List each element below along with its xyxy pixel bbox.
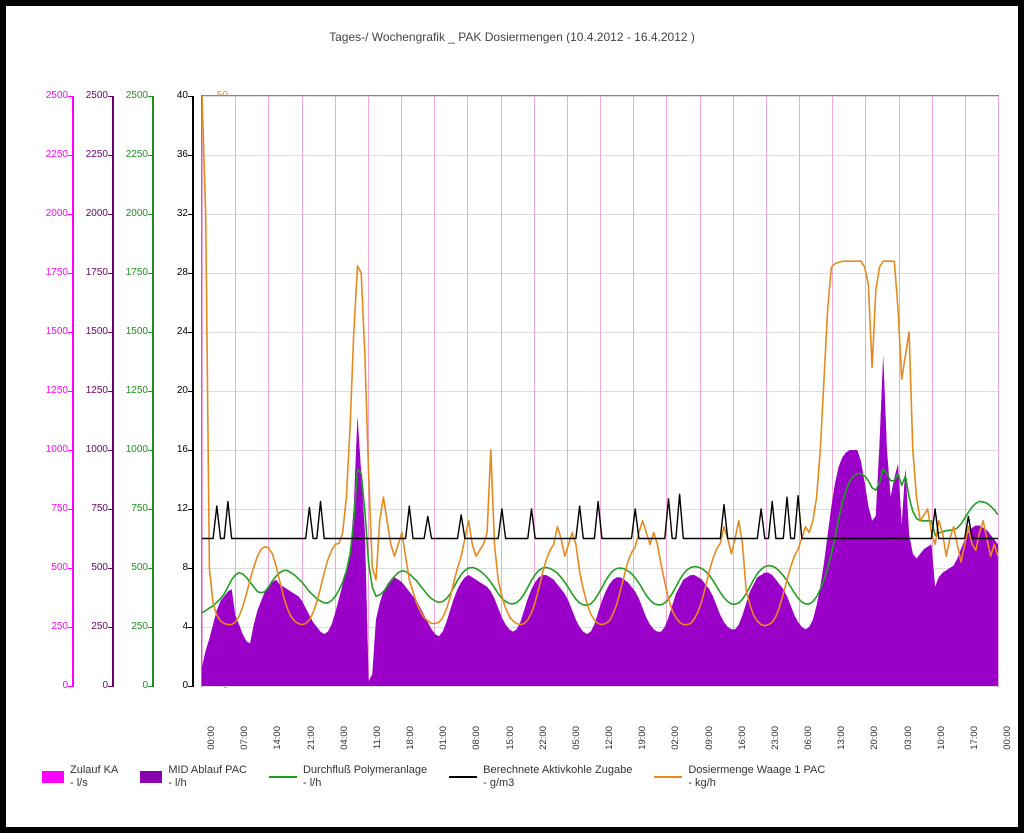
ytick: 1000 [30,444,68,455]
ytick: 16 [150,444,188,455]
xtick: 15:00 [505,726,516,750]
ytick: 250 [70,621,108,632]
ytick: 750 [110,503,148,514]
legend-item-aktiv: Berechnete Aktivkohle Zugabe - g/m3 [449,764,632,789]
xtick: 23:00 [770,726,781,750]
legend-swatch [654,776,682,778]
xtick: 17:00 [969,726,980,750]
legend-label: Durchfluß Polymeranlage - l/h [303,764,427,789]
legend-item-poly: Durchfluß Polymeranlage - l/h [269,764,427,789]
legend-item-zulauf: Zulauf KA - l/s [42,764,118,789]
xtick: 07:00 [239,726,250,750]
legend-item-dosier: Dosiermenge Waage 1 PAC - kg/h [654,764,825,789]
ytick: 2250 [70,149,108,160]
ytick: 4 [150,621,188,632]
ytick: 1750 [30,267,68,278]
xtick: 03:00 [903,726,914,750]
ytick: 0 [110,680,148,691]
xtick: 20:00 [869,726,880,750]
ytick: 1750 [70,267,108,278]
xtick: 10:00 [936,726,947,750]
legend-label: MID Ablauf PAC - l/h [168,764,247,789]
ytick: 500 [70,562,108,573]
xtick: 02:00 [670,726,681,750]
ytick: 250 [30,621,68,632]
ytick: 20 [150,385,188,396]
ytick: 250 [110,621,148,632]
ytick: 12 [150,503,188,514]
plot-area [202,96,998,686]
ytick: 2250 [30,149,68,160]
chart-title: Tages-/ Wochengrafik _ PAK Dosiermengen … [6,30,1018,44]
xtick: 21:00 [306,726,317,750]
ytick: 1750 [110,267,148,278]
xtick: 05:00 [571,726,582,750]
chart-frame: Tages-/ Wochengrafik _ PAK Dosiermengen … [0,0,1024,833]
ytick: 0 [30,680,68,691]
ytick: 750 [30,503,68,514]
ytick: 750 [70,503,108,514]
ytick: 2000 [30,208,68,219]
ytick: 1500 [70,326,108,337]
ytick: 1000 [110,444,148,455]
legend: Zulauf KA - l/s MID Ablauf PAC - l/h Durch… [42,764,825,789]
ytick: 2000 [110,208,148,219]
xtick: 22:00 [538,726,549,750]
ytick: 500 [110,562,148,573]
ytick: 1250 [70,385,108,396]
ytick: 2500 [110,90,148,101]
xtick: 13:00 [836,726,847,750]
ytick: 1250 [30,385,68,396]
ytick: 28 [150,267,188,278]
legend-item-mid: MID Ablauf PAC - l/h [140,764,247,789]
legend-label: Dosiermenge Waage 1 PAC - kg/h [688,764,825,789]
ytick: 40 [150,90,188,101]
ytick: 36 [150,149,188,160]
xtick: 18:00 [405,726,416,750]
xtick: 11:00 [372,726,383,749]
ytick: 0 [70,680,108,691]
ytick: 24 [150,326,188,337]
ytick: 1250 [110,385,148,396]
ytick: 500 [30,562,68,573]
ytick: 1500 [110,326,148,337]
xtick: 01:00 [438,726,449,750]
ytick: 2500 [30,90,68,101]
xtick: 09:00 [704,726,715,750]
xtick: 04:00 [339,726,350,750]
xtick: 19:00 [637,726,648,750]
xtick: 12:00 [604,726,615,750]
xtick: 14:00 [272,726,283,750]
legend-swatch [42,771,64,783]
ytick: 8 [150,562,188,573]
x-axis: 00:0007:0014:0021:0004:0011:0018:0001:00… [202,692,998,732]
xtick: 00:00 [1002,726,1013,750]
ytick: 1000 [70,444,108,455]
ytick: 2500 [70,90,108,101]
ytick: 32 [150,208,188,219]
ytick: 1500 [30,326,68,337]
ytick: 0 [150,680,188,691]
legend-swatch [269,776,297,778]
ytick: 2000 [70,208,108,219]
legend-swatch [449,776,477,778]
xtick: 00:00 [206,726,217,750]
chart-svg [202,96,998,686]
legend-label: Zulauf KA - l/s [70,764,118,789]
xtick: 16:00 [737,726,748,750]
ytick: 2250 [110,149,148,160]
legend-swatch [140,771,162,783]
legend-label: Berechnete Aktivkohle Zugabe - g/m3 [483,764,632,789]
xtick: 06:00 [803,726,814,750]
xtick: 08:00 [471,726,482,750]
